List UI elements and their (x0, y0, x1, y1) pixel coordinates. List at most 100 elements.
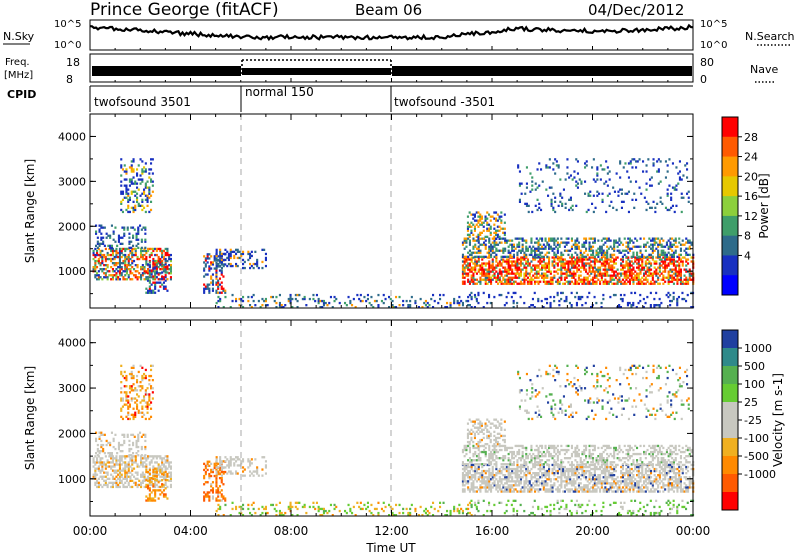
power-cell (120, 184, 123, 187)
power-cell (518, 272, 521, 275)
velocity-cell (317, 505, 320, 509)
power-cell (500, 219, 503, 222)
power-cell (498, 268, 501, 271)
velocity-cell (507, 484, 510, 487)
velocity-cell (131, 461, 134, 464)
power-cell (463, 262, 466, 265)
power-cell (136, 196, 139, 199)
velocity-cell (152, 468, 155, 472)
power-cell (124, 257, 127, 261)
velocity-cell (523, 474, 526, 477)
velocity-cell (164, 487, 167, 490)
velocity-cell (467, 469, 470, 473)
velocity-cell (136, 403, 139, 406)
power-cell (120, 274, 123, 277)
power-cell (680, 192, 683, 195)
velocity-cell (141, 407, 144, 410)
velocity-cell (135, 443, 138, 447)
power-cell (141, 172, 144, 175)
power-cell (626, 192, 629, 195)
velocity-cell (541, 484, 544, 487)
power-cell (144, 228, 147, 231)
velocity-cell (131, 463, 134, 466)
power-cell (572, 270, 575, 273)
velocity-cell (162, 457, 165, 460)
velocity-cell (103, 452, 106, 455)
power-cell (606, 274, 609, 277)
power-cell (644, 243, 647, 246)
power-cell (511, 278, 514, 281)
power-cell (548, 239, 551, 242)
velocity-cell (252, 501, 255, 504)
velocity-cell (512, 488, 515, 491)
power-cell (247, 258, 250, 262)
power-cell (530, 260, 533, 263)
velocity-cell (162, 477, 165, 480)
power-cell (143, 170, 146, 173)
velocity-cell (154, 467, 157, 470)
power-cell (505, 278, 508, 281)
power-cell (414, 301, 417, 305)
power-cell (507, 249, 510, 252)
velocity-cell (217, 466, 220, 469)
power-cell (122, 276, 125, 279)
power-cell (507, 276, 510, 279)
power-cell (577, 295, 580, 299)
power-cell (491, 262, 494, 265)
cpid-segment-1: twofsound 3501 (94, 95, 191, 109)
velocity-cell (249, 460, 252, 463)
power-cell (637, 260, 640, 263)
velocity-cell (247, 466, 250, 469)
velocity-cell (242, 458, 245, 461)
velocity-cell (122, 483, 125, 487)
power-cell (150, 289, 153, 292)
power-cell (681, 260, 684, 263)
velocity-cell (278, 509, 281, 513)
power-cell (510, 295, 513, 299)
velocity-cell (110, 473, 113, 476)
power-cell (96, 272, 99, 275)
velocity-cell (101, 465, 104, 468)
velocity-cell (128, 439, 131, 443)
power-cell (128, 240, 131, 243)
power-cell (567, 282, 570, 285)
velocity-cell (143, 372, 146, 376)
velocity-cell (479, 488, 482, 491)
power-cell (152, 277, 155, 280)
velocity-cell (134, 461, 137, 464)
velocity-cell (124, 461, 127, 464)
velocity-cell (150, 481, 153, 484)
velocity-cell (154, 489, 157, 492)
power-cell (351, 304, 354, 307)
power-cell (206, 257, 209, 260)
velocity-cell (203, 477, 206, 480)
power-cell (224, 263, 227, 266)
velocity-cell (542, 472, 545, 475)
power-cell (211, 283, 214, 286)
power-cell (526, 258, 529, 261)
power-cell (556, 258, 559, 261)
power-cell (222, 289, 225, 292)
power-cell (537, 247, 540, 250)
velocity-cell (136, 463, 139, 466)
power-cell (657, 168, 660, 171)
power-cell (614, 270, 617, 273)
power-cell (631, 198, 634, 201)
velocity-cell (541, 472, 544, 475)
power-cell (604, 280, 607, 283)
power-cell (507, 282, 510, 285)
power-cell (660, 253, 663, 256)
power-cell (671, 268, 674, 271)
velocity-cell (516, 465, 519, 469)
power-cell (129, 264, 132, 267)
power-cell (590, 249, 593, 252)
velocity-cell (296, 507, 299, 511)
power-cell (503, 213, 506, 216)
power-cell (115, 268, 118, 271)
power-cell (608, 170, 611, 173)
power-cell (398, 304, 401, 307)
power-cell (96, 249, 99, 253)
velocity-cell (215, 491, 218, 494)
power-cell (502, 237, 505, 240)
velocity-cell (474, 472, 477, 475)
